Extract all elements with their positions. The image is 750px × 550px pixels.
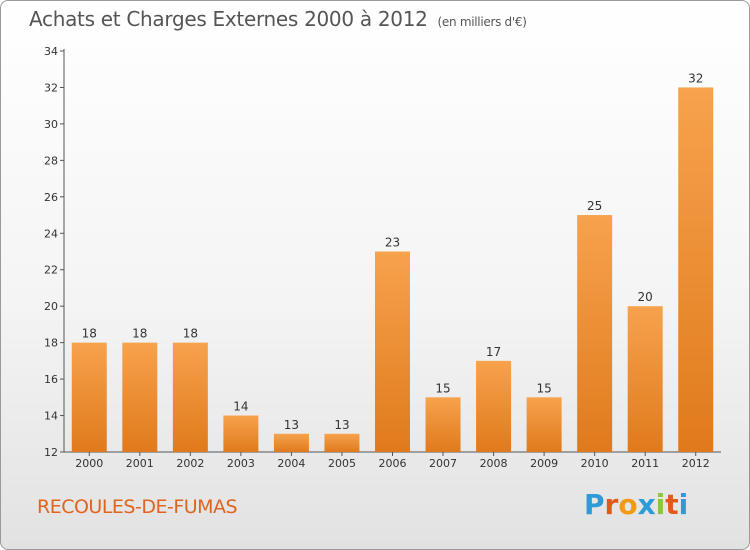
x-tick-label: 2008 <box>480 457 508 470</box>
x-tick-label: 2007 <box>429 457 457 470</box>
bar-value-label: 13 <box>334 418 349 432</box>
x-tick-label: 2000 <box>75 457 103 470</box>
place-name: RECOULES-DE-FUMAS <box>37 496 238 518</box>
bar-value-label: 14 <box>233 400 248 414</box>
x-tick-label: 2003 <box>227 457 255 470</box>
logo-letter: o <box>618 488 638 521</box>
bar-value-label: 18 <box>132 327 147 341</box>
logo-letter: t <box>665 488 679 521</box>
y-tick-label: 12 <box>44 446 58 459</box>
bar <box>678 87 714 453</box>
x-tick-label: 2002 <box>176 457 204 470</box>
logo-letter: i <box>655 488 666 521</box>
bar-value-label: 17 <box>486 345 501 359</box>
bar-value-label: 25 <box>587 199 602 213</box>
x-tick-label: 2010 <box>581 457 609 470</box>
y-tick-label: 32 <box>44 81 58 94</box>
y-tick-label: 24 <box>44 227 58 240</box>
logo-letter: i <box>678 488 689 521</box>
bar <box>71 342 107 452</box>
y-tick-label: 16 <box>44 373 58 386</box>
bar <box>375 251 410 452</box>
chart-title: Achats et Charges Externes 2000 à 2012 (e… <box>29 7 527 31</box>
bar-value-label: 23 <box>385 236 400 250</box>
title-text: Achats et Charges Externes 2000 à 2012 <box>29 7 428 31</box>
y-tick-label: 30 <box>44 118 58 131</box>
y-tick-label: 34 <box>44 45 58 58</box>
x-tick-label: 2012 <box>682 457 710 470</box>
logo-letter: x <box>637 488 656 521</box>
y-tick-label: 26 <box>44 191 58 204</box>
bar-value-label: 15 <box>435 381 450 395</box>
bar-value-label: 32 <box>688 71 703 85</box>
bar <box>172 342 208 452</box>
bar-value-label: 18 <box>183 327 198 341</box>
x-tick-label: 2001 <box>126 457 154 470</box>
bar-value-label: 20 <box>638 290 653 304</box>
bar <box>122 342 158 452</box>
bar <box>425 397 461 452</box>
bar <box>627 306 663 452</box>
axes: 12 14 16 18 20 22 24 26 28 30 32 34 2000 2001 2002 2003… <box>44 45 721 470</box>
y-tick-label: 14 <box>44 410 58 423</box>
bar <box>526 397 562 452</box>
x-tick-label: 2011 <box>631 457 659 470</box>
x-tick-label: 2005 <box>328 457 356 470</box>
proxiti-logo: Proxiti <box>584 488 688 521</box>
bars: 18 18 18 14 13 13 23 15 17 15 25 20 32 <box>71 71 714 453</box>
bar <box>273 433 309 452</box>
bar-value-label: 18 <box>82 327 97 341</box>
y-tick-label: 28 <box>44 154 58 167</box>
bar <box>476 360 512 452</box>
x-tick-label: 2009 <box>530 457 558 470</box>
bar-value-label: 15 <box>536 381 551 395</box>
logo-letter: r <box>604 488 619 521</box>
y-tick-label: 20 <box>44 300 58 313</box>
logo-letter: P <box>584 488 605 521</box>
y-tick-label: 22 <box>44 264 58 277</box>
x-tick-label: 2004 <box>277 457 305 470</box>
bar <box>223 415 259 452</box>
bar <box>577 215 613 452</box>
y-tick-label: 18 <box>44 337 58 350</box>
bar <box>324 433 360 452</box>
bar-value-label: 13 <box>284 418 299 432</box>
unit-label: (en milliers d'€) <box>437 15 527 29</box>
x-tick-label: 2006 <box>379 457 407 470</box>
